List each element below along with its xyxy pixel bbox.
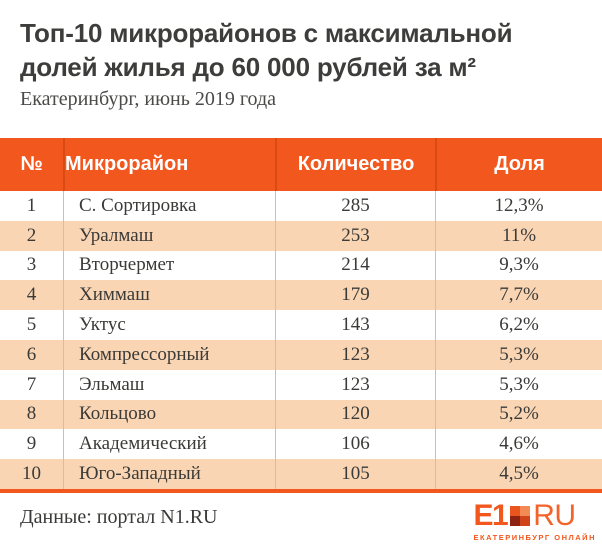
table-row: 1 С. Сортировка 285 12,3% (0, 191, 602, 221)
e1ru-logo: E1 RU ЕКАТЕРИНБУРГ ОНЛАЙН (473, 499, 596, 543)
table-row: 10 Юго-Западный 105 4,5% (0, 459, 602, 489)
e1ru-logo-main: E1 RU (473, 499, 577, 532)
cell-count: 105 (275, 459, 435, 489)
cell-share: 4,5% (435, 459, 602, 489)
logo-caption: ЕКАТЕРИНБУРГ ОНЛАЙН (473, 533, 596, 542)
table-row: 2 Уралмаш 253 11% (0, 220, 602, 251)
cell-num: 6 (26, 343, 37, 365)
data-source: Данные: портал N1.RU (20, 506, 218, 528)
table-header-row: № Микрорайон Количество Доля (0, 138, 602, 191)
cell-count: 179 (275, 280, 435, 311)
cell-share: 4,6% (435, 429, 602, 460)
cell-count: 120 (275, 399, 435, 430)
cell-num: 3 (26, 254, 37, 276)
subtitle: Екатеринбург, июнь 2019 года (20, 88, 277, 110)
cell-share: 5,3% (435, 339, 602, 370)
title-line-2: долей жилья до 60 000 рублей за м² (20, 52, 476, 82)
cell-count: 143 (275, 310, 435, 340)
cell-num: 9 (26, 433, 37, 455)
title-line-1: Топ-10 микрорайонов с максимальной (20, 18, 513, 48)
cell-count: 106 (275, 429, 435, 460)
cell-num: 2 (26, 224, 37, 246)
cell-share: 5,3% (435, 369, 602, 400)
cell-count: 285 (275, 191, 435, 221)
cell-share: 9,3% (435, 250, 602, 281)
cell-num: 5 (26, 314, 37, 336)
cell-count: 214 (275, 250, 435, 281)
cell-share: 12,3% (435, 191, 602, 221)
data-table: № Микрорайон Количество Доля 1 С. Сортиро… (0, 138, 602, 493)
table-row: 7 Эльмаш 123 5,3% (0, 369, 602, 400)
table-row: 6 Компрессорный 123 5,3% (0, 339, 602, 370)
table-row: 5 Уктус 143 6,2% (0, 310, 602, 340)
column-header-num: № (20, 153, 43, 175)
cell-district: Эльмаш (63, 369, 275, 400)
table-bottom-border (0, 489, 602, 493)
logo-squares-icon (510, 506, 531, 526)
table-row: 9 Академический 106 4,6% (0, 429, 602, 460)
cell-share: 6,2% (435, 310, 602, 340)
cell-num: 7 (26, 373, 37, 395)
cell-district: Уктус (63, 310, 275, 340)
column-header-share: Доля (435, 138, 602, 191)
column-header-district: Микрорайон (63, 138, 275, 191)
cell-count: 123 (275, 339, 435, 370)
cell-num: 8 (26, 403, 37, 425)
cell-district: Уралмаш (63, 220, 275, 251)
page-title: Топ-10 микрорайонов с максимальной долей… (20, 16, 584, 84)
cell-district: Академический (63, 429, 275, 460)
cell-share: 5,2% (435, 399, 602, 430)
cell-num: 4 (26, 284, 37, 306)
logo-e1-text: E1 (473, 499, 509, 532)
cell-district: Вторчермет (63, 250, 275, 281)
logo-ru-text: RU (533, 499, 576, 532)
cell-share: 11% (435, 220, 602, 251)
cell-district: Кольцово (63, 399, 275, 430)
cell-count: 123 (275, 369, 435, 400)
cell-district: Химмаш (63, 280, 275, 311)
table-row: 4 Химмаш 179 7,7% (0, 280, 602, 311)
cell-count: 253 (275, 220, 435, 251)
cell-share: 7,7% (435, 280, 602, 311)
cell-district: С. Сортировка (63, 191, 275, 221)
column-header-count: Количество (275, 138, 435, 191)
cell-district: Компрессорный (63, 339, 275, 370)
table-row: 3 Вторчермет 214 9,3% (0, 250, 602, 281)
table-row: 8 Кольцово 120 5,2% (0, 399, 602, 430)
cell-num: 10 (22, 463, 41, 485)
table-body: 1 С. Сортировка 285 12,3% 2 Уралмаш 253 11% 3 Вто… (0, 191, 602, 489)
cell-num: 1 (26, 194, 37, 216)
cell-district: Юго-Западный (63, 459, 275, 489)
